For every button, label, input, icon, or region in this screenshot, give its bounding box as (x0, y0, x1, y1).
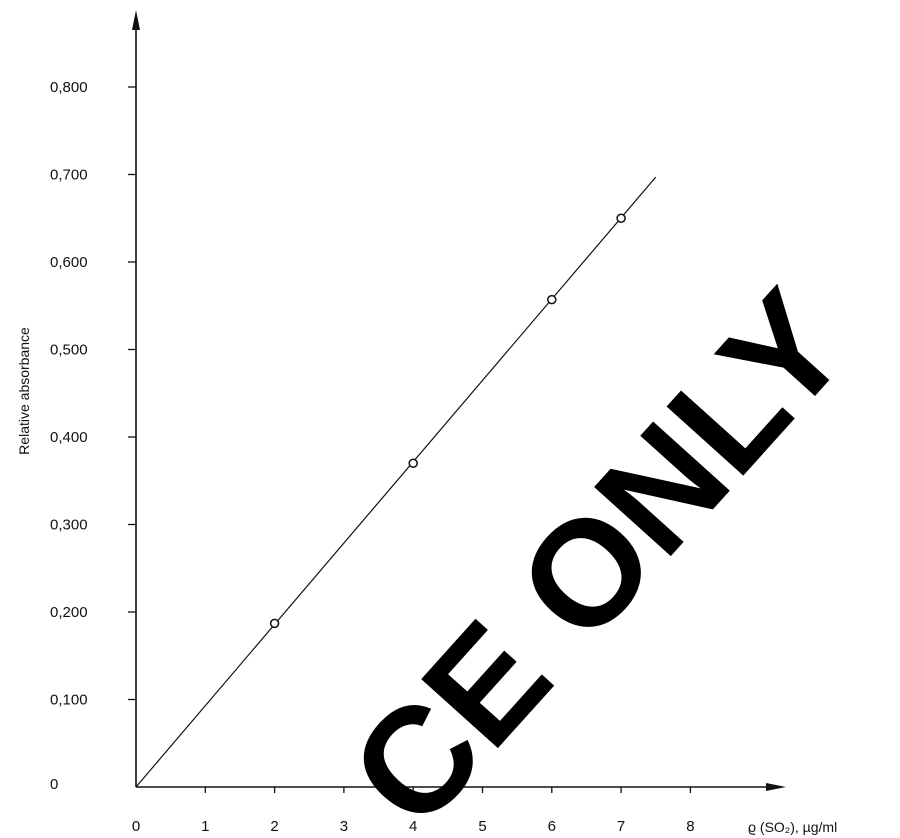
y-tick-label: 0,100 (50, 692, 88, 709)
x-tick-label: 0 (132, 818, 140, 835)
x-axis-arrow (766, 783, 786, 791)
y-tick-label: 0,700 (50, 167, 88, 184)
data-point (269, 618, 280, 629)
watermark: CE ONLY (318, 260, 880, 838)
x-tick-label: 6 (548, 818, 556, 835)
x-tick-label: 8 (686, 818, 694, 835)
x-tick-label: 5 (478, 818, 486, 835)
x-tick-label: 4 (409, 818, 417, 835)
x-axis-label: ϱ (SO₂), µg/ml (748, 819, 837, 835)
y-tick-label: 0,800 (50, 79, 88, 96)
y-tick-label: 0,400 (50, 429, 88, 446)
y-axis-ticks: 0 0,100 0,200 0,300 0,400 0,500 0,600 0,700 0,80… (50, 79, 136, 793)
y-axis-arrow (132, 10, 140, 30)
x-tick-label: 1 (201, 818, 209, 835)
data-point (547, 294, 557, 305)
x-tick-label: 2 (270, 818, 278, 835)
data-points (269, 213, 626, 629)
axes (132, 10, 786, 791)
y-tick-label: 0,300 (50, 517, 88, 534)
y-tick-label: 0,500 (50, 342, 88, 359)
x-tick-label: 3 (340, 818, 348, 835)
x-axis-ticks: 0 1 2 3 4 5 6 7 8 (132, 787, 695, 835)
y-tick-label: 0,200 (50, 604, 88, 621)
fit-line (135, 176, 657, 788)
x-tick-label: 7 (617, 818, 625, 835)
y-axis-label: Relative absorbance (16, 327, 32, 455)
data-point (616, 213, 626, 223)
y-tick-label: 0,600 (50, 254, 88, 271)
y-tick-label: 0 (50, 776, 58, 793)
watermark-text: CE ONLY (318, 260, 880, 838)
data-point (408, 458, 418, 468)
